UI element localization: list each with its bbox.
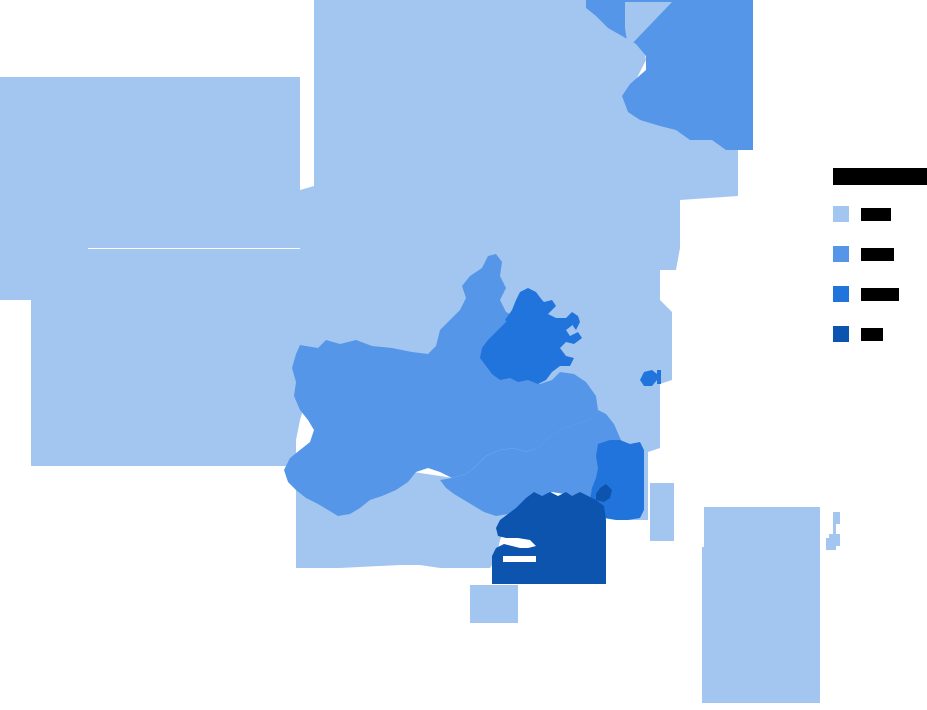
legend-label-class-3 <box>861 287 899 301</box>
region-east-small-island[interactable] <box>640 370 657 386</box>
legend-item-3[interactable] <box>833 286 927 302</box>
region-central-core-north-arm[interactable] <box>505 288 542 324</box>
legend-label-class-4 <box>861 327 883 341</box>
region-south-metro-northeast-spur[interactable] <box>596 484 612 502</box>
region-south-small-square[interactable] <box>470 585 518 623</box>
legend-title-redacted <box>833 168 927 185</box>
map-legend <box>833 168 927 366</box>
legend-label-class-2 <box>861 247 894 261</box>
legend-swatch-class-1 <box>833 206 849 222</box>
region-central-core[interactable] <box>480 296 582 384</box>
legend-swatch-class-4 <box>833 326 849 342</box>
region-northeast-notch <box>625 2 672 48</box>
region-northwest-block[interactable] <box>0 77 300 300</box>
region-east-island-bar[interactable] <box>657 370 661 384</box>
map-layer-class-4 <box>492 484 612 584</box>
region-east-light-strip[interactable] <box>650 483 674 541</box>
region-inset-island-tail[interactable] <box>826 538 836 550</box>
region-central-core-filament <box>572 316 580 330</box>
legend-label-class-1 <box>861 207 891 221</box>
region-inset-panel[interactable] <box>702 507 835 703</box>
region-west-block-lower[interactable] <box>31 249 300 466</box>
region-inset-gap <box>820 507 835 703</box>
legend-swatch-class-3 <box>833 286 849 302</box>
region-inset-island[interactable] <box>829 512 840 546</box>
legend-item-2[interactable] <box>833 246 927 262</box>
legend-item-1[interactable] <box>833 206 927 222</box>
region-central-west-cluster[interactable] <box>284 254 598 516</box>
region-west-small-square[interactable] <box>302 466 322 492</box>
region-south-metro-inlet <box>503 556 536 562</box>
legend-swatch-class-2 <box>833 246 849 262</box>
region-inset-divider <box>702 507 704 547</box>
region-north-central-block[interactable] <box>300 0 738 520</box>
map-layer-class-2 <box>284 0 753 516</box>
region-central-south-band[interactable] <box>440 410 630 516</box>
legend-item-4[interactable] <box>833 326 927 342</box>
